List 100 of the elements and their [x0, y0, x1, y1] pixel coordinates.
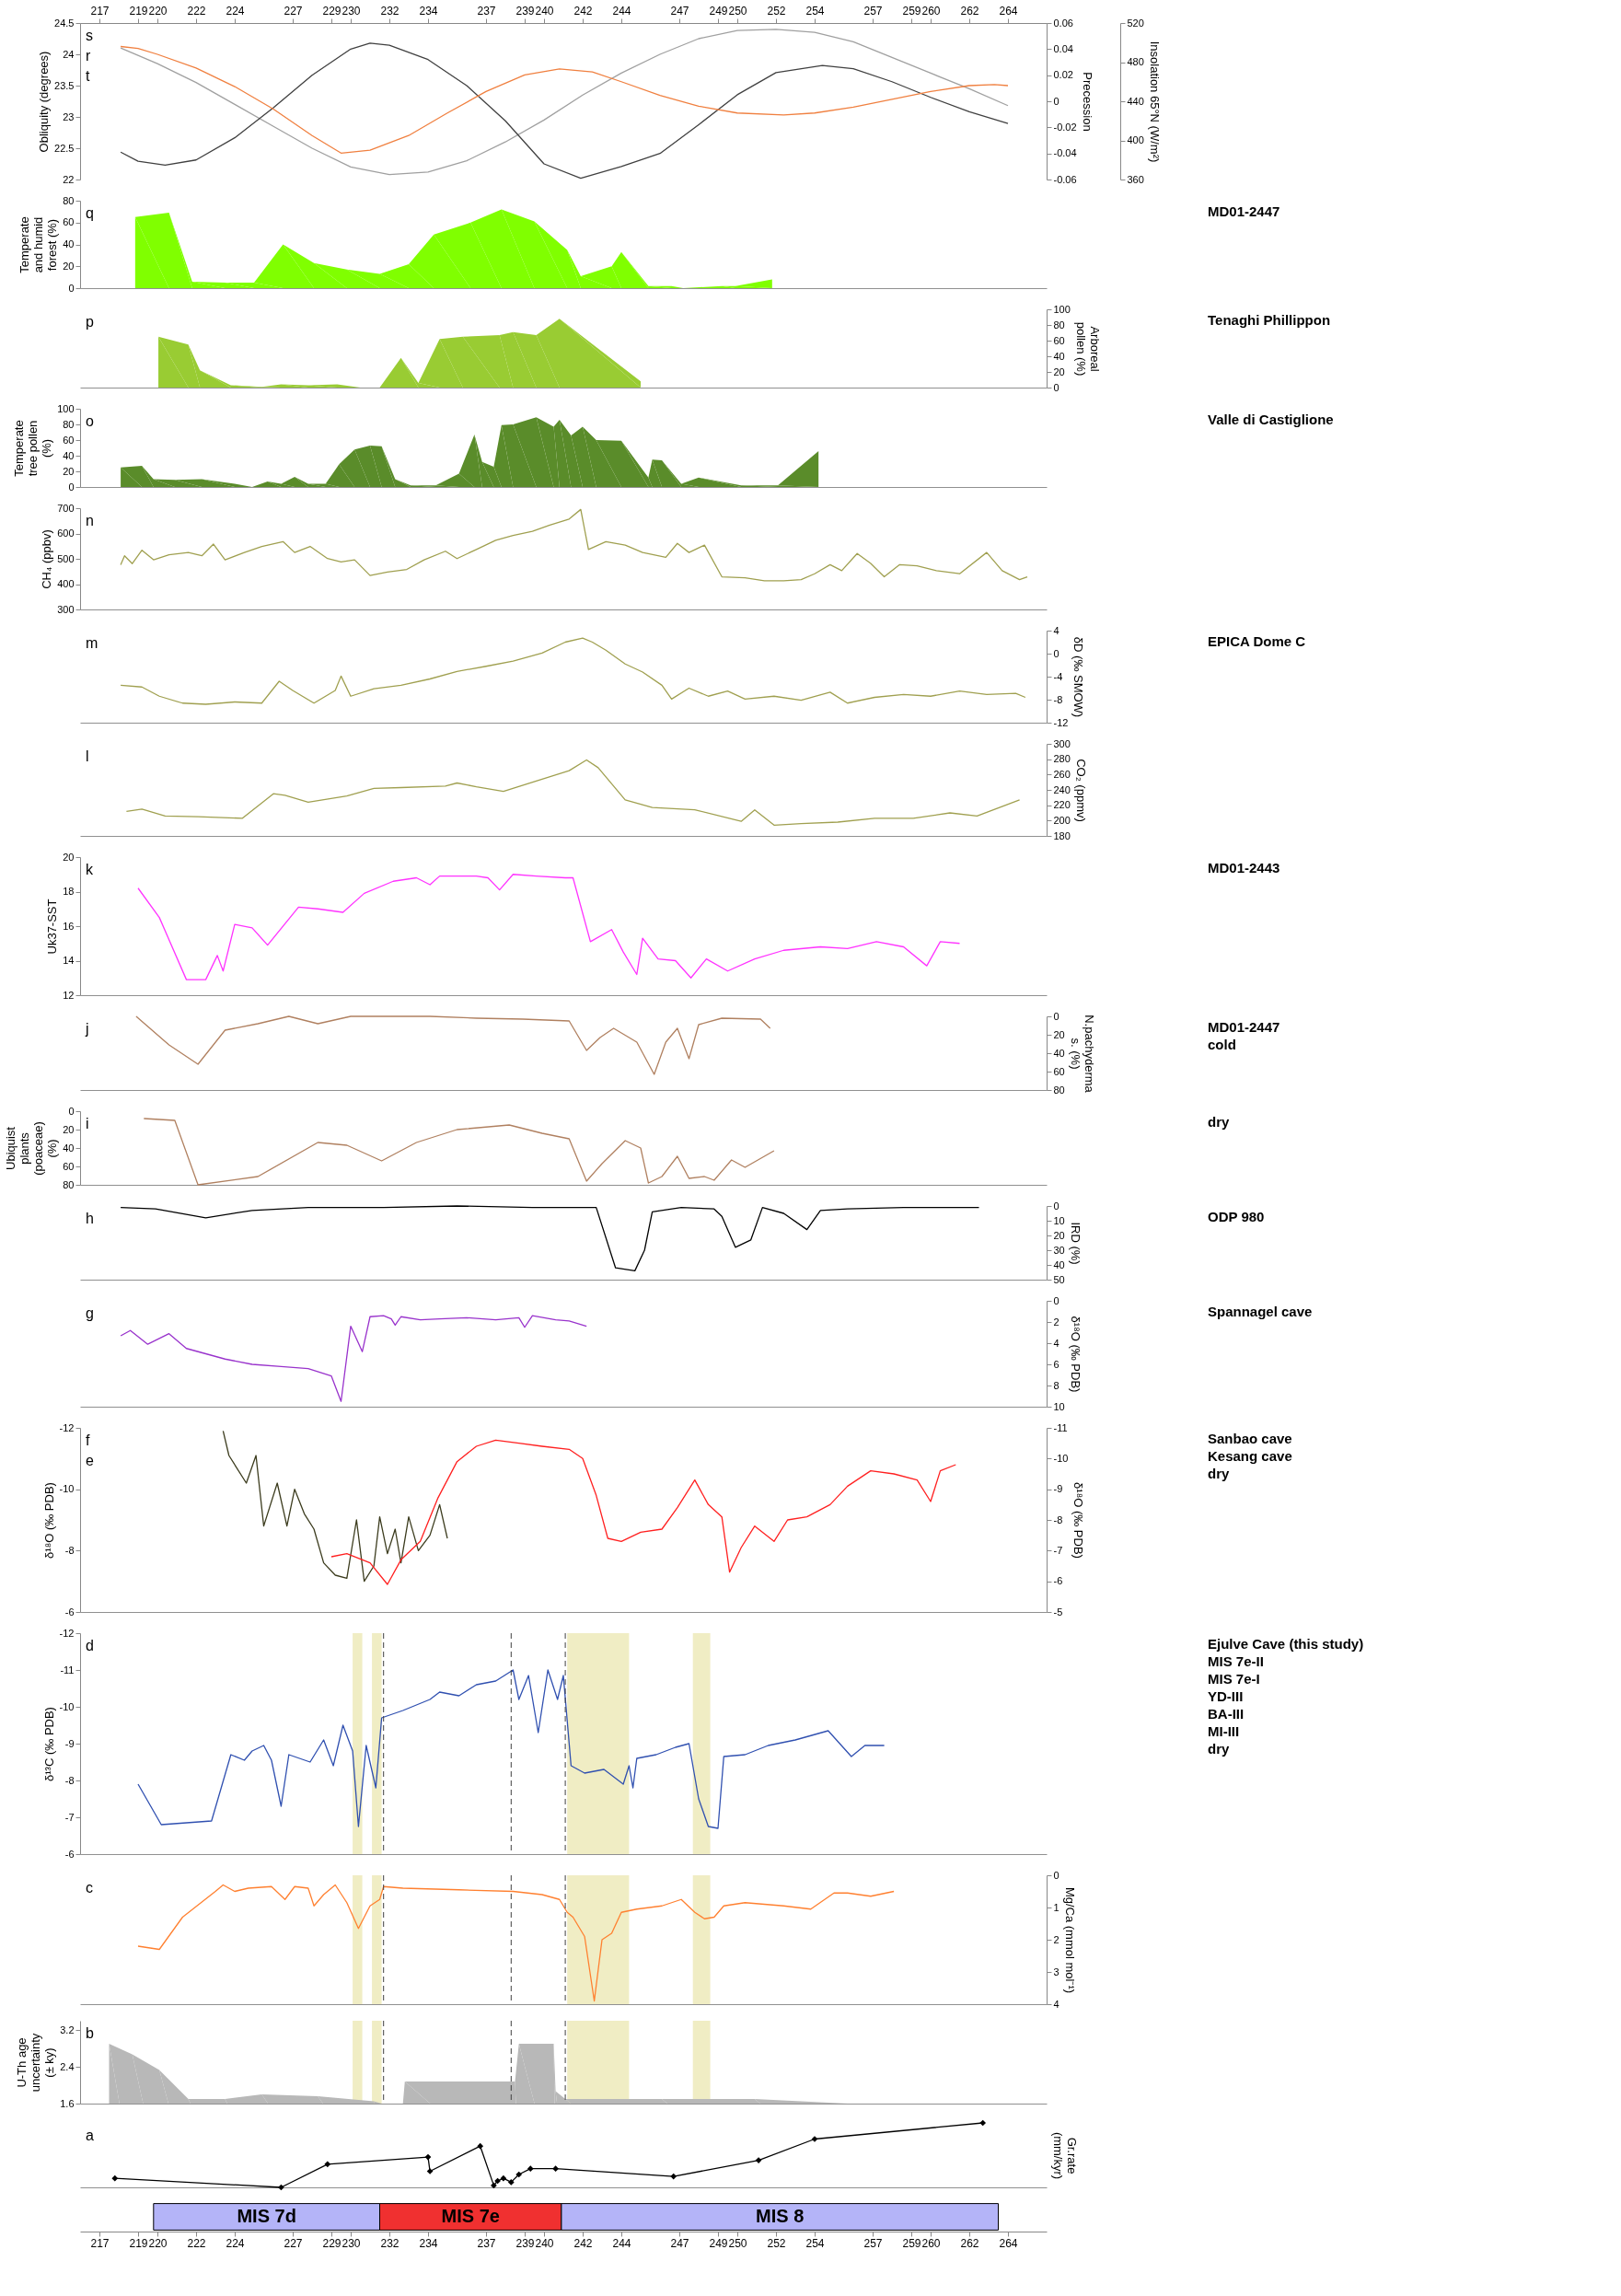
y2-tick-label: -4 [1053, 670, 1063, 682]
x-tick-label: 230 [342, 4, 361, 17]
x-tick-label: 249 [709, 4, 728, 17]
annotation: n [86, 513, 94, 528]
y3-tick-label: 440 [1127, 95, 1144, 107]
text: Spannagel cave [1208, 1304, 1313, 1319]
y-axis-title: Temperate and humid forest (%) [17, 216, 60, 273]
text: MIS 7e-II [1208, 1653, 1264, 1669]
y-tick-label: 22.5 [54, 142, 75, 154]
x-tick-label: 244 [612, 2236, 631, 2250]
text: dry [1208, 1741, 1230, 1757]
x-tick-label: 232 [380, 2236, 399, 2250]
y2-tick-label: 240 [1053, 783, 1071, 795]
y3-tick-label: 360 [1127, 173, 1144, 185]
x-tick-label: 242 [573, 2236, 593, 2250]
x-tick-label: 262 [960, 4, 979, 17]
y2-tick-label: 300 [1053, 737, 1071, 749]
y2-tick-label: 40 [1053, 1258, 1065, 1270]
y2-tick-label: 8 [1053, 1379, 1059, 1391]
x-tick-label: 224 [226, 2236, 245, 2250]
y2-tick-label: 20 [1053, 1229, 1065, 1241]
x-tick-label: 254 [805, 2236, 825, 2250]
x-tick-label: 240 [535, 4, 554, 17]
y2-tick-label: 260 [1053, 768, 1071, 780]
annotation: q [86, 205, 94, 221]
y2-tick-label: 2 [1053, 1316, 1059, 1328]
x-tick-label: 250 [728, 4, 747, 17]
y2-axis-title: δ¹⁸O (‰ PDB) [1071, 1482, 1086, 1559]
y-tick-label: 23.5 [54, 79, 75, 91]
x-tick-label: 247 [670, 2236, 689, 2250]
y2-tick-label: -10 [1053, 1452, 1069, 1464]
y-tick-label: -10 [59, 1700, 75, 1712]
x-tick-label: 237 [477, 2236, 496, 2250]
y2-tick-label: 30 [1053, 1244, 1065, 1256]
y-tick-label: 80 [63, 194, 75, 206]
y2-tick-label: -8 [1053, 1513, 1063, 1525]
y2-tick-label: 4 [1053, 1337, 1059, 1349]
x-tick-label: 252 [767, 2236, 786, 2250]
annotation: p [86, 314, 94, 330]
y2-tick-label: -12 [1053, 716, 1069, 728]
y-axis-title: δ¹³C (‰ PDB) [41, 1707, 56, 1781]
series-label: MIS 8 [756, 2206, 805, 2226]
y2-tick-label: 20 [1053, 365, 1065, 377]
y-tick-label: -11 [60, 1664, 75, 1676]
y2-tick-label: 4 [1053, 1998, 1059, 2010]
x-tick-label: 249 [709, 2236, 728, 2250]
x-tick-label: 229 [322, 4, 342, 17]
x-tick-label: 240 [535, 2236, 554, 2250]
x-tick-label: 250 [728, 2236, 747, 2250]
y-tick-label: 20 [63, 465, 75, 477]
annotation: f [86, 1432, 90, 1448]
y2-axis-title: Precession [1080, 72, 1094, 132]
y2-tick-label: -11 [1053, 1421, 1068, 1433]
y2-tick-label: 220 [1053, 799, 1071, 811]
annotation: c [86, 1880, 93, 1896]
annotation: e [86, 1453, 94, 1468]
y-tick-label: 60 [63, 216, 75, 228]
annotation: o [86, 413, 94, 429]
y2-axis-title: IRD (%) [1068, 1222, 1083, 1265]
x-tick-label: 217 [90, 2236, 110, 2250]
text: Valle di Castiglione [1208, 412, 1334, 427]
y-tick-label: 12 [63, 989, 75, 1001]
y3-tick-label: 520 [1127, 17, 1144, 29]
y-tick-label: 0 [68, 282, 75, 294]
text: Ejulve Cave (this study) [1208, 1636, 1364, 1652]
y-tick-label: -6 [64, 1848, 75, 1860]
y-tick-label: 1.6 [60, 2097, 75, 2109]
annotation: b [86, 2025, 94, 2041]
y2-tick-label: 0 [1053, 1200, 1059, 1212]
annotation: m [86, 635, 98, 651]
annotation: t [86, 68, 90, 84]
y-tick-label: 14 [63, 955, 75, 966]
y2-tick-label: 80 [1053, 319, 1065, 330]
text: EPICA Dome C [1208, 633, 1306, 649]
y2-tick-label: 180 [1053, 829, 1071, 841]
x-tick-label: 244 [612, 4, 631, 17]
y2-axis-title: CO₂ (ppmv) [1073, 759, 1088, 822]
y-axis-title: CH₄ (ppbv) [40, 529, 54, 589]
y-tick-label: 700 [57, 502, 75, 514]
y2-tick-label: 280 [1053, 753, 1071, 765]
y-tick-label: -8 [64, 1544, 75, 1556]
x-tick-label: 220 [148, 2236, 168, 2250]
text: MD01-2447 [1208, 203, 1280, 219]
y2-axis-title: N.pachyderma s. (%) [1068, 1015, 1096, 1094]
text: MI-III [1208, 1723, 1240, 1739]
y2-tick-label: 200 [1053, 814, 1071, 826]
x-tick-label: 257 [863, 2236, 883, 2250]
y2-axis-title: Mg/Ca (mmol mol⁻¹) [1062, 1886, 1077, 1994]
y2-tick-label: 0.04 [1053, 42, 1073, 54]
y2-axis-title: δ¹⁸O (‰ PDB) [1068, 1316, 1083, 1393]
y2-tick-label: 6 [1053, 1358, 1059, 1370]
x-tick-label: 227 [284, 2236, 303, 2250]
y2-tick-label: 4 [1053, 624, 1059, 636]
text: YD-III [1208, 1688, 1244, 1704]
y2-tick-label: -8 [1053, 693, 1063, 705]
text: dry [1208, 1466, 1230, 1481]
y2-tick-label: 20 [1053, 1028, 1065, 1040]
y-axis-title: Ubiquist plants (poaceae) (%) [4, 1121, 60, 1176]
annotation: g [86, 1305, 94, 1321]
x-tick-label: 247 [670, 4, 689, 17]
